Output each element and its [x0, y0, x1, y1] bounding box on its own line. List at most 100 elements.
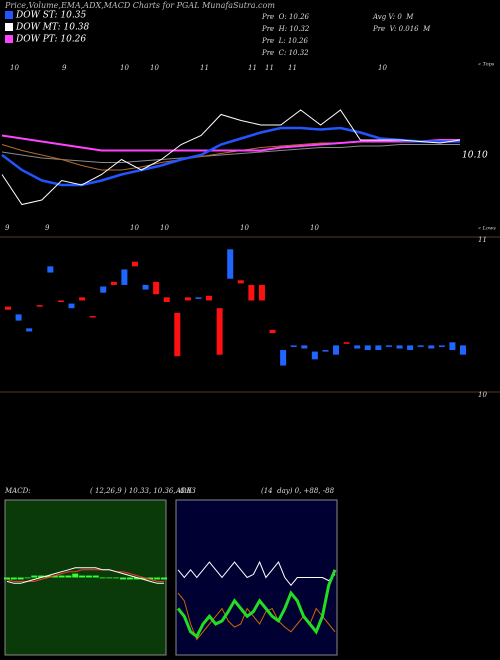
- candle-body: [184, 297, 191, 301]
- candle-body: [333, 345, 340, 355]
- series-line: [6, 569, 164, 582]
- lows-note: « Lows: [478, 226, 496, 232]
- histogram-bar: [17, 577, 24, 580]
- series-line: [6, 567, 164, 584]
- candle-body: [248, 284, 255, 301]
- bottom-marker: 10: [310, 224, 319, 232]
- histogram-bar: [147, 577, 154, 580]
- bottom-marker: 10: [240, 224, 249, 232]
- candle-body: [428, 345, 435, 349]
- candle-body: [311, 351, 318, 360]
- histogram-bar: [65, 575, 72, 578]
- y-tick-label: 10.10: [462, 151, 488, 161]
- histogram-bar: [44, 575, 51, 578]
- candle-body: [142, 284, 149, 290]
- candle-body: [47, 266, 54, 273]
- histogram-bar: [79, 575, 86, 578]
- histogram-bar: [120, 577, 127, 580]
- histogram-bar: [113, 577, 120, 579]
- bottom-marker: 9: [45, 224, 50, 232]
- candle-body: [57, 300, 64, 302]
- bottom-marker: 9: [5, 224, 10, 232]
- candle-body: [100, 286, 107, 293]
- legend-swatch: [5, 35, 13, 43]
- candle-body: [5, 306, 11, 310]
- candle-body: [174, 312, 181, 357]
- bottom-marker: 10: [160, 224, 169, 232]
- candle-body: [15, 314, 22, 321]
- legend-label: DOW ST: 10.35: [15, 11, 86, 21]
- candle-body: [343, 342, 350, 344]
- candle-body: [364, 345, 371, 351]
- candle-body: [460, 345, 466, 355]
- histogram-bar: [106, 577, 113, 579]
- y-tick-label: 10: [478, 391, 487, 399]
- histogram-bar: [51, 575, 58, 578]
- candle-body: [153, 281, 160, 295]
- candle-body: [36, 305, 43, 307]
- candle-body: [322, 350, 329, 352]
- stat-text: Pre H: 10.32: [261, 25, 310, 33]
- candle-body: [354, 345, 361, 349]
- histogram-bar: [38, 575, 45, 578]
- candle-body: [258, 284, 265, 301]
- top-marker: 11: [248, 64, 257, 72]
- y-tick-label: 11: [478, 236, 487, 244]
- series-line: [1, 109, 461, 206]
- candle-body: [121, 269, 128, 285]
- panel-title: MACD:: [4, 487, 31, 495]
- candle-body: [417, 345, 424, 347]
- candle-body: [79, 297, 86, 301]
- histogram-bar: [154, 577, 161, 580]
- legend-swatch: [5, 23, 13, 31]
- candle-body: [216, 308, 223, 355]
- histogram-bar: [58, 575, 65, 578]
- candle-body: [269, 329, 276, 333]
- panel-title: ADX: [175, 487, 193, 495]
- histogram-bar: [161, 577, 167, 580]
- stat-text: Pre O: 10.26: [261, 13, 310, 21]
- candle-body: [131, 261, 138, 267]
- series-line: [176, 569, 337, 639]
- histogram-bar: [85, 575, 92, 578]
- candle-body: [290, 345, 297, 347]
- candle-body: [206, 295, 213, 301]
- candle-body: [68, 303, 75, 309]
- stat-text: Pre V: 0.016 M: [372, 25, 431, 33]
- histogram-bar: [140, 577, 147, 580]
- candle-body: [89, 315, 96, 318]
- top-marker: 10: [10, 64, 19, 72]
- panel-subtitle: (14 day) 0, +88, -88: [261, 487, 335, 495]
- legend-label: DOW PT: 10.26: [15, 35, 86, 45]
- top-marker: 11: [265, 64, 274, 72]
- candle-body: [110, 281, 117, 285]
- candle-body: [195, 297, 202, 299]
- histogram-bar: [4, 577, 10, 580]
- series-line: [1, 144, 460, 163]
- legend-label: DOW MT: 10.38: [15, 23, 90, 33]
- histogram-bar: [99, 577, 106, 579]
- candle-body: [227, 249, 234, 279]
- candle-body: [449, 342, 456, 351]
- histogram-bar: [92, 575, 99, 578]
- legend-swatch: [5, 11, 13, 19]
- candle-body: [301, 345, 308, 349]
- histogram-bar: [31, 575, 38, 578]
- panel-subtitle: ( 12,26,9 ) 10.33, 10.36, -0.03: [90, 487, 196, 495]
- top-marker: 11: [288, 64, 297, 72]
- series-line: [1, 126, 460, 187]
- top-marker: 10: [120, 64, 129, 72]
- candle-body: [163, 297, 170, 302]
- page-title: Price,Volume,EMA,ADX,MACD Charts for PGA…: [4, 1, 275, 10]
- bottom-marker: 10: [130, 224, 139, 232]
- stat-text: Avg V: 0 M: [372, 13, 414, 21]
- candle-body: [26, 328, 33, 332]
- top-marker: 11: [200, 64, 209, 72]
- candle-body: [280, 350, 287, 366]
- histogram-bar: [72, 573, 79, 578]
- stat-text: Pre L: 10.26: [261, 37, 308, 45]
- stat-text: Pre C: 10.32: [261, 49, 309, 57]
- histogram-bar: [10, 577, 17, 580]
- candle-body: [396, 345, 403, 349]
